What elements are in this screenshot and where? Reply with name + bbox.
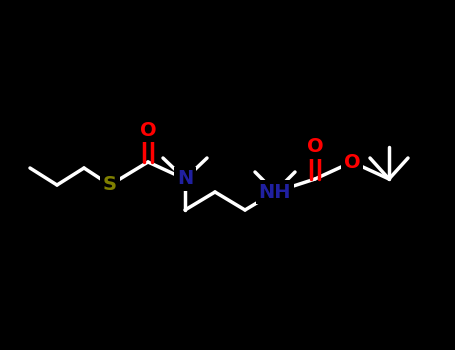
Text: N: N: [177, 169, 193, 189]
Text: O: O: [344, 153, 360, 172]
Text: NH: NH: [259, 182, 291, 202]
Text: O: O: [140, 120, 157, 140]
Text: O: O: [307, 138, 324, 156]
Text: S: S: [103, 175, 117, 195]
